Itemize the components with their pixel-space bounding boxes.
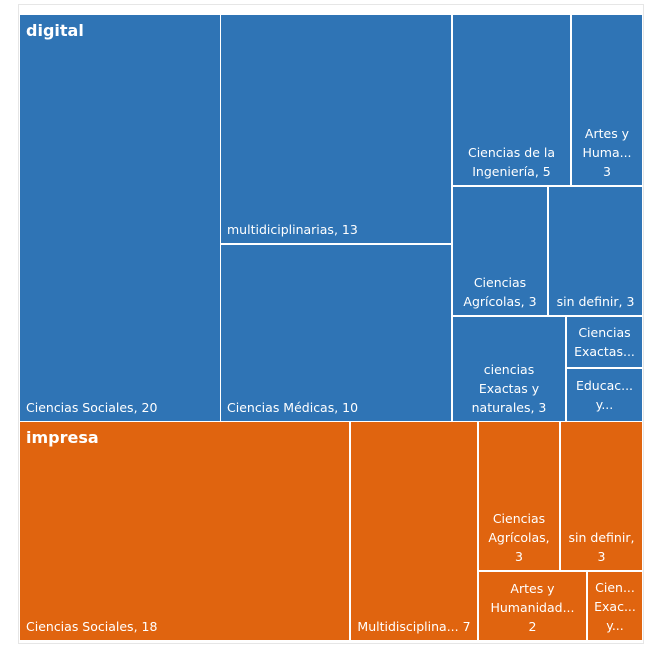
treemap-tile: Ciencias Médicas, 10 [221,245,451,421]
group-title: impresa [26,428,99,447]
tile-label: Ciencias de la Ingeniería, 5 [467,145,556,179]
treemap-tile: Ciencias Sociales, 18 [20,422,349,640]
tile-label: multidiciplinarias, 13 [227,222,358,237]
treemap-tile: Multidisciplina... 7 [351,422,477,640]
tile-label: Ciencias Sociales, 20 [26,400,158,415]
tile-label: Ciencias Médicas, 10 [227,400,359,415]
treemap-tile: ciencias Exactas y naturales, 3 [453,317,565,421]
treemap-tile: Ciencias Agrícolas, 3 [479,422,559,570]
treemap-tile: Artes y Huma... 3 [572,15,642,185]
treemap-tile: Ciencias Agrícolas, 3 [453,187,547,315]
tile-label: ciencias Exactas y naturales, 3 [471,362,547,415]
group-title: digital [26,21,84,40]
tile-label: Cien... Exac... y... [594,579,636,633]
treemap-tile: multidiciplinarias, 13 [221,15,451,243]
tile-label: Ciencias Agrícolas, 3 [463,275,537,309]
treemap-tile: Educac... y... [567,369,642,421]
treemap-tile: Artes y Humanidad... 2 [479,572,586,640]
treemap-tile: Ciencias Exactas... [567,317,642,367]
tile-label: Ciencias Agrícolas, 3 [488,511,550,564]
tile-label: Multidisciplina... 7 [357,619,471,634]
treemap-tile: Ciencias Sociales, 20 [20,15,220,421]
chart-frame [18,4,644,644]
tile-label: Ciencias Exactas... [574,325,635,359]
tile-label: Artes y Huma... 3 [582,126,632,179]
treemap-tile: Cien... Exac... y... [588,572,642,640]
treemap-tile: sin definir, 3 [549,187,642,315]
tile-label: Artes y Humanidad... 2 [490,581,575,634]
treemap-tile: Ciencias de la Ingeniería, 5 [453,15,570,185]
tile-label: sin definir, 3 [556,294,635,309]
treemap-tile: sin definir, 3 [561,422,642,570]
tile-label: Ciencias Sociales, 18 [26,619,158,634]
tile-label: Educac... y... [575,378,634,412]
tile-label: sin definir, 3 [568,530,635,564]
